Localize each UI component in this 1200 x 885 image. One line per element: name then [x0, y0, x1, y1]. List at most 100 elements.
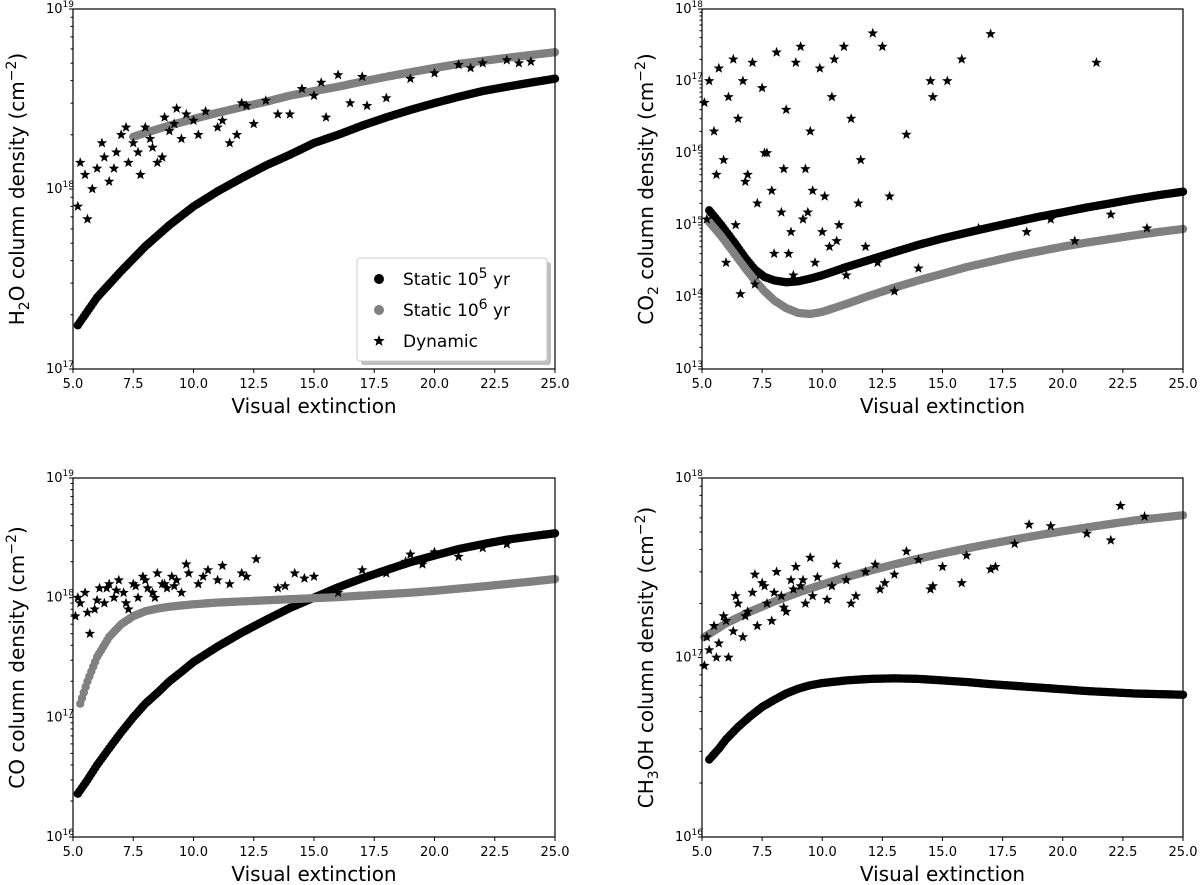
y-tick-base: 10	[46, 471, 63, 486]
y-tick-base: 10	[46, 2, 63, 17]
x-tick-label: 22.5	[480, 845, 509, 860]
y-tick-label: 1019	[46, 469, 74, 486]
y-tick-label: 1014	[675, 288, 703, 305]
point-dynamic	[740, 176, 751, 187]
point-dynamic	[111, 584, 122, 595]
y-tick-label: 1018	[675, 0, 703, 17]
x-axis-label: Visual extinction	[860, 862, 1025, 885]
x-tick-label: 10.0	[179, 377, 208, 392]
x-tick-label: 25.0	[1169, 845, 1198, 860]
legend-label: Dynamic	[403, 332, 478, 352]
point-dynamic	[699, 660, 710, 671]
point-dynamic	[501, 538, 512, 549]
point-dynamic	[171, 103, 182, 113]
point-dynamic	[708, 620, 720, 631]
point-dynamic	[316, 77, 327, 88]
point-dynamic	[704, 75, 715, 86]
point-dynamic	[147, 587, 158, 598]
x-tick-label: 7.5	[123, 845, 144, 860]
point-dynamic	[135, 169, 146, 180]
point-dynamic	[140, 121, 151, 132]
point-dynamic	[780, 104, 792, 115]
y-tick-base: 10	[46, 362, 63, 377]
point-dynamic	[853, 197, 864, 208]
point-dynamic	[1023, 519, 1035, 530]
y-tick-label: 1016	[675, 144, 703, 161]
point-dynamic	[357, 71, 368, 82]
x-tick-label: 5.0	[63, 377, 84, 392]
legend-label: Static 105 yr	[403, 266, 510, 290]
x-tick-label: 10.0	[808, 845, 837, 860]
point-dynamic	[130, 580, 141, 591]
point-dynamic	[79, 169, 91, 180]
y-tick-label: 1016	[675, 828, 703, 845]
point-dynamic	[752, 197, 763, 208]
legend-label-text: Dynamic	[403, 332, 478, 352]
point-dynamic	[754, 269, 765, 280]
point-dynamic	[723, 652, 734, 662]
y-tick-base: 10	[675, 290, 692, 305]
x-tick-label: 12.5	[239, 845, 268, 860]
point-dynamic	[200, 105, 211, 116]
point-dynamic	[212, 121, 223, 132]
y-tick-exponent: 17	[63, 360, 74, 370]
point-dynamic	[913, 262, 924, 273]
point-dynamic	[819, 190, 830, 201]
point-dynamic	[795, 580, 806, 591]
point-dynamic	[797, 574, 809, 585]
point-dynamic	[841, 574, 852, 585]
point-dynamic	[797, 213, 809, 224]
point-dynamic	[889, 569, 900, 579]
x-tick-label: 15.0	[300, 377, 329, 392]
point-dynamic	[91, 594, 103, 605]
series-3-h2o	[72, 54, 537, 224]
point-dynamic	[361, 100, 373, 111]
x-tick-label: 5.0	[692, 377, 713, 392]
panel-ch3oh: 5.0 7.5 10.0 12.5 15.0 17.5 20.0 22.5 25.0101610…	[633, 469, 1197, 885]
point-dynamic	[152, 567, 163, 578]
point-dynamic	[768, 587, 780, 597]
point-dynamic	[711, 169, 722, 180]
point-dynamic	[128, 578, 139, 589]
point-dynamic	[1081, 528, 1092, 539]
point-dynamic	[465, 62, 476, 73]
point-dynamic	[116, 129, 127, 140]
point-dynamic	[513, 57, 525, 68]
point-dynamic	[159, 578, 170, 589]
point-dynamic	[137, 571, 149, 581]
point-dynamic	[381, 567, 392, 578]
point-dynamic	[101, 582, 112, 593]
point-dynamic	[308, 90, 320, 101]
legend-label-suffix: yr	[488, 270, 510, 290]
legend-marker-circle	[374, 274, 384, 284]
point-dynamic	[217, 560, 228, 571]
point-dynamic	[188, 115, 199, 125]
point-dynamic	[284, 108, 296, 119]
point-dynamic	[260, 95, 271, 105]
point-dynamic	[1009, 538, 1020, 549]
point-dynamic	[831, 235, 842, 246]
y-tick-exponent: 17	[692, 72, 703, 82]
point-dynamic	[99, 151, 110, 162]
point-dynamic	[720, 257, 732, 268]
y-axis-label-part: )	[634, 53, 658, 61]
point-dynamic	[79, 587, 91, 598]
x-tick-label: 25.0	[1169, 377, 1198, 392]
point-dynamic	[800, 598, 811, 608]
point-dynamic	[740, 610, 751, 621]
y-tick-base: 10	[675, 362, 692, 377]
point-dynamic	[91, 163, 103, 173]
y-axis-label-part: )	[634, 507, 658, 515]
point-dynamic	[453, 551, 464, 562]
y-axis-label-part: 2	[646, 286, 662, 295]
point-dynamic	[795, 41, 806, 52]
point-dynamic	[181, 558, 192, 569]
point-dynamic	[103, 176, 115, 186]
point-dynamic	[742, 606, 753, 617]
point-dynamic	[756, 82, 768, 93]
point-dynamic	[289, 567, 300, 578]
point-dynamic	[800, 163, 811, 174]
point-dynamic	[1045, 520, 1056, 531]
point-dynamic	[776, 206, 787, 217]
y-tick-label: 1017	[46, 360, 74, 377]
